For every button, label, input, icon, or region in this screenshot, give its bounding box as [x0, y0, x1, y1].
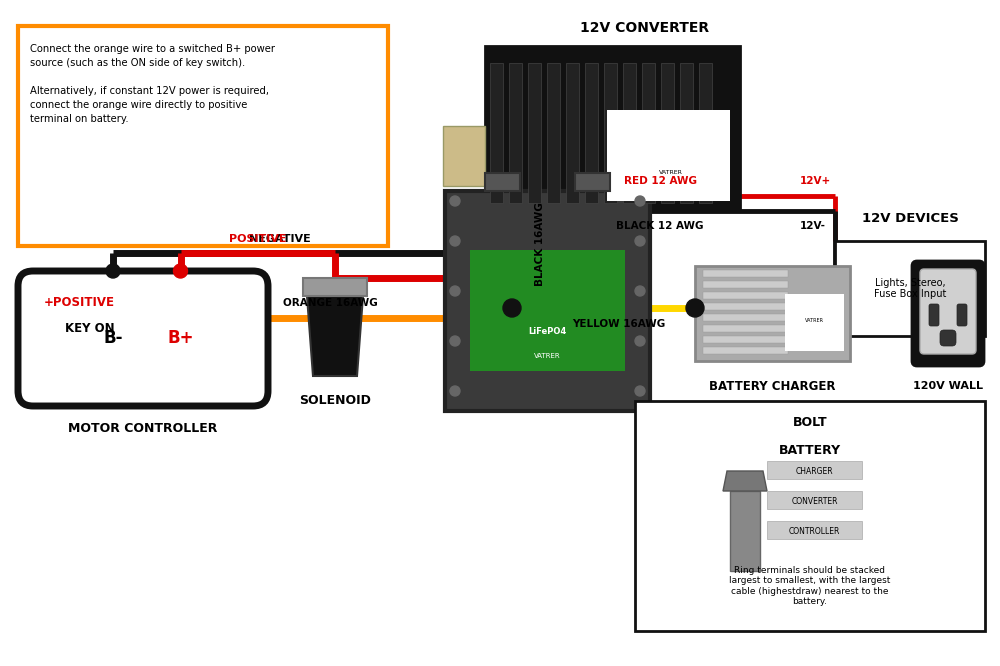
Text: CONTROLLER: CONTROLLER — [789, 527, 840, 535]
Text: POSITIVE: POSITIVE — [229, 234, 287, 244]
Bar — [470, 250, 625, 371]
Text: B+: B+ — [167, 330, 194, 348]
Text: KEY ON: KEY ON — [65, 322, 115, 334]
FancyBboxPatch shape — [957, 304, 967, 326]
Text: 12V CONVERTER: 12V CONVERTER — [580, 21, 710, 35]
Circle shape — [199, 296, 207, 304]
Bar — [642, 63, 655, 203]
Text: RED 12 AWG: RED 12 AWG — [624, 176, 696, 186]
Bar — [635, 401, 985, 631]
Text: Lights, Stereo,
Fuse Box Input: Lights, Stereo, Fuse Box Input — [874, 278, 946, 299]
Text: BATTERY CHARGER: BATTERY CHARGER — [709, 380, 836, 392]
Circle shape — [106, 264, 120, 278]
Text: BLACK 12 AWG: BLACK 12 AWG — [616, 221, 704, 231]
Bar — [703, 270, 788, 277]
Bar — [703, 281, 788, 288]
Bar — [509, 63, 522, 203]
Bar — [623, 63, 636, 203]
Circle shape — [450, 236, 460, 246]
Text: 120V WALL: 120V WALL — [913, 381, 983, 391]
Bar — [445, 191, 650, 411]
Bar — [443, 126, 485, 186]
Text: BLACK 16AWG: BLACK 16AWG — [535, 202, 545, 286]
Bar — [767, 521, 862, 539]
Bar — [680, 63, 693, 203]
Text: CHARGER: CHARGER — [796, 466, 833, 476]
Text: ON: ON — [195, 312, 211, 320]
Bar — [485, 46, 740, 211]
Bar — [18, 26, 388, 246]
Bar — [703, 292, 788, 299]
Text: Ring terminals should be stacked
largest to smallest, with the largest
cable (hi: Ring terminals should be stacked largest… — [729, 566, 891, 606]
Bar — [730, 491, 760, 571]
Text: BATTERY: BATTERY — [779, 444, 841, 458]
Bar — [699, 63, 712, 203]
Text: 12V+: 12V+ — [800, 176, 831, 186]
Bar — [604, 63, 617, 203]
Circle shape — [130, 273, 240, 383]
FancyBboxPatch shape — [929, 304, 939, 326]
FancyBboxPatch shape — [18, 271, 268, 406]
Bar — [607, 111, 730, 201]
Bar — [785, 294, 844, 351]
Text: +POSITIVE: +POSITIVE — [44, 296, 115, 310]
Circle shape — [450, 286, 460, 296]
Bar — [703, 303, 788, 310]
Text: BOLT: BOLT — [793, 416, 827, 430]
Bar — [703, 336, 788, 343]
Text: 12V DEVICES: 12V DEVICES — [862, 212, 958, 226]
Text: Connect the orange wire to a switched B+ power
source (such as the ON side of ke: Connect the orange wire to a switched B+… — [30, 44, 275, 124]
Bar — [767, 491, 862, 509]
Bar — [703, 347, 788, 354]
Circle shape — [635, 336, 645, 346]
Circle shape — [686, 299, 704, 317]
Text: NEGATIVE: NEGATIVE — [249, 234, 311, 244]
Circle shape — [450, 196, 460, 206]
Bar — [661, 63, 674, 203]
Text: CONVERTER: CONVERTER — [791, 496, 838, 505]
Bar — [547, 63, 560, 203]
Bar — [490, 63, 503, 203]
FancyBboxPatch shape — [940, 330, 956, 346]
Bar — [303, 278, 367, 296]
Circle shape — [450, 336, 460, 346]
Text: ORANGE 16AWG: ORANGE 16AWG — [283, 298, 377, 308]
Polygon shape — [723, 471, 767, 491]
FancyBboxPatch shape — [912, 261, 984, 366]
FancyBboxPatch shape — [920, 269, 976, 354]
Circle shape — [635, 386, 645, 396]
Circle shape — [635, 286, 645, 296]
Bar — [566, 63, 579, 203]
Text: 12V-: 12V- — [800, 221, 826, 231]
Circle shape — [503, 299, 521, 317]
Circle shape — [635, 196, 645, 206]
Text: VATRER: VATRER — [659, 170, 683, 176]
Bar — [835, 241, 985, 336]
Text: VATRER: VATRER — [534, 353, 561, 359]
Bar — [485, 173, 520, 191]
Circle shape — [450, 386, 460, 396]
Text: VATRER: VATRER — [805, 318, 824, 324]
Bar — [703, 325, 788, 332]
Text: OFF: OFF — [157, 312, 177, 320]
Text: SOLENOID: SOLENOID — [299, 394, 371, 408]
Bar — [695, 266, 850, 361]
Text: MOTOR CONTROLLER: MOTOR CONTROLLER — [68, 422, 218, 434]
Text: B-: B- — [103, 330, 123, 348]
Text: LiFePO4: LiFePO4 — [528, 326, 567, 336]
Circle shape — [635, 236, 645, 246]
Circle shape — [174, 264, 188, 278]
Bar — [767, 461, 862, 479]
Bar — [575, 173, 610, 191]
Text: YELLOW 16AWG: YELLOW 16AWG — [572, 319, 665, 329]
Bar — [528, 63, 541, 203]
Bar — [585, 63, 598, 203]
Polygon shape — [307, 296, 363, 376]
Bar — [703, 314, 788, 321]
Circle shape — [163, 296, 171, 304]
